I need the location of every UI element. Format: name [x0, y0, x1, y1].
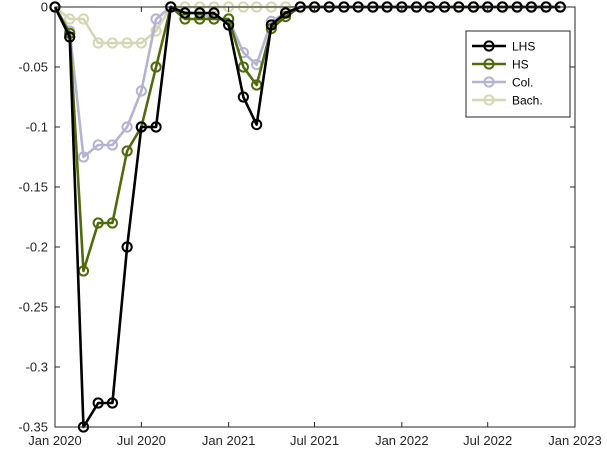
data-point-hs: [179, 13, 191, 25]
data-point-lhs: [265, 19, 277, 31]
y-tick-label: -0.25: [18, 300, 48, 315]
data-point-bach: [121, 37, 133, 49]
data-point-hs: [106, 217, 119, 229]
data-point-bach: [92, 37, 104, 49]
x-tick-label: Jan 2020: [28, 433, 82, 448]
legend-marker-hs: [483, 58, 495, 70]
data-point-bach: [106, 37, 119, 49]
data-point-hs: [194, 13, 206, 25]
data-point-lhs: [208, 7, 220, 19]
data-point-lhs: [121, 241, 133, 253]
legend-label-col: Col.: [512, 76, 533, 90]
legend-marker-lhs: [483, 40, 495, 52]
legend-label-hs: HS: [512, 58, 529, 72]
data-point-lhs: [223, 19, 235, 31]
legend-marker-bach: [483, 94, 495, 106]
legend-label-bach: Bach.: [512, 94, 543, 108]
data-point-col: [106, 139, 119, 151]
y-tick-label: -0.15: [18, 180, 48, 195]
y-tick-label: -0.1: [26, 120, 48, 135]
legend-marker-col: [483, 76, 495, 88]
data-point-lhs: [251, 119, 263, 131]
data-point-lhs: [150, 121, 162, 133]
data-point-bach: [64, 13, 76, 25]
data-point-bach: [150, 25, 162, 37]
data-point-hs: [121, 145, 133, 157]
data-point-bach: [77, 13, 90, 25]
data-point-lhs: [64, 31, 76, 43]
y-tick-label: -0.3: [26, 360, 48, 375]
y-tick-label: -0.35: [18, 420, 48, 435]
legend: LHS HS Col. Bach.: [465, 30, 571, 118]
y-tick-label: 0: [41, 0, 48, 15]
data-point-bach: [135, 37, 147, 49]
x-tick-label: Jan 2022: [375, 433, 429, 448]
data-point-lhs: [179, 7, 191, 19]
y-tick-label: -0.2: [26, 240, 48, 255]
data-point-col: [121, 121, 133, 133]
data-point-col: [135, 85, 147, 97]
data-point-hs: [92, 217, 104, 229]
data-point-lhs: [194, 7, 206, 19]
data-point-col: [77, 151, 90, 163]
data-point-lhs: [279, 7, 292, 19]
x-tick-label: Jul 2021: [290, 433, 339, 448]
data-point-lhs: [135, 121, 147, 133]
data-point-hs: [150, 61, 162, 73]
data-point-lhs: [106, 397, 119, 409]
data-point-lhs: [92, 397, 104, 409]
data-point-col: [150, 13, 162, 25]
x-tick-label: Jul 2020: [117, 433, 166, 448]
x-tick-label: Jan 2023: [548, 433, 602, 448]
x-tick-label: Jan 2021: [202, 433, 256, 448]
x-tick-label: Jul 2022: [463, 433, 512, 448]
y-tick-label: -0.05: [18, 60, 48, 75]
legend-label-lhs: LHS: [512, 40, 535, 54]
data-point-lhs: [237, 91, 249, 103]
data-point-hs: [237, 61, 249, 73]
data-point-col: [92, 139, 104, 151]
